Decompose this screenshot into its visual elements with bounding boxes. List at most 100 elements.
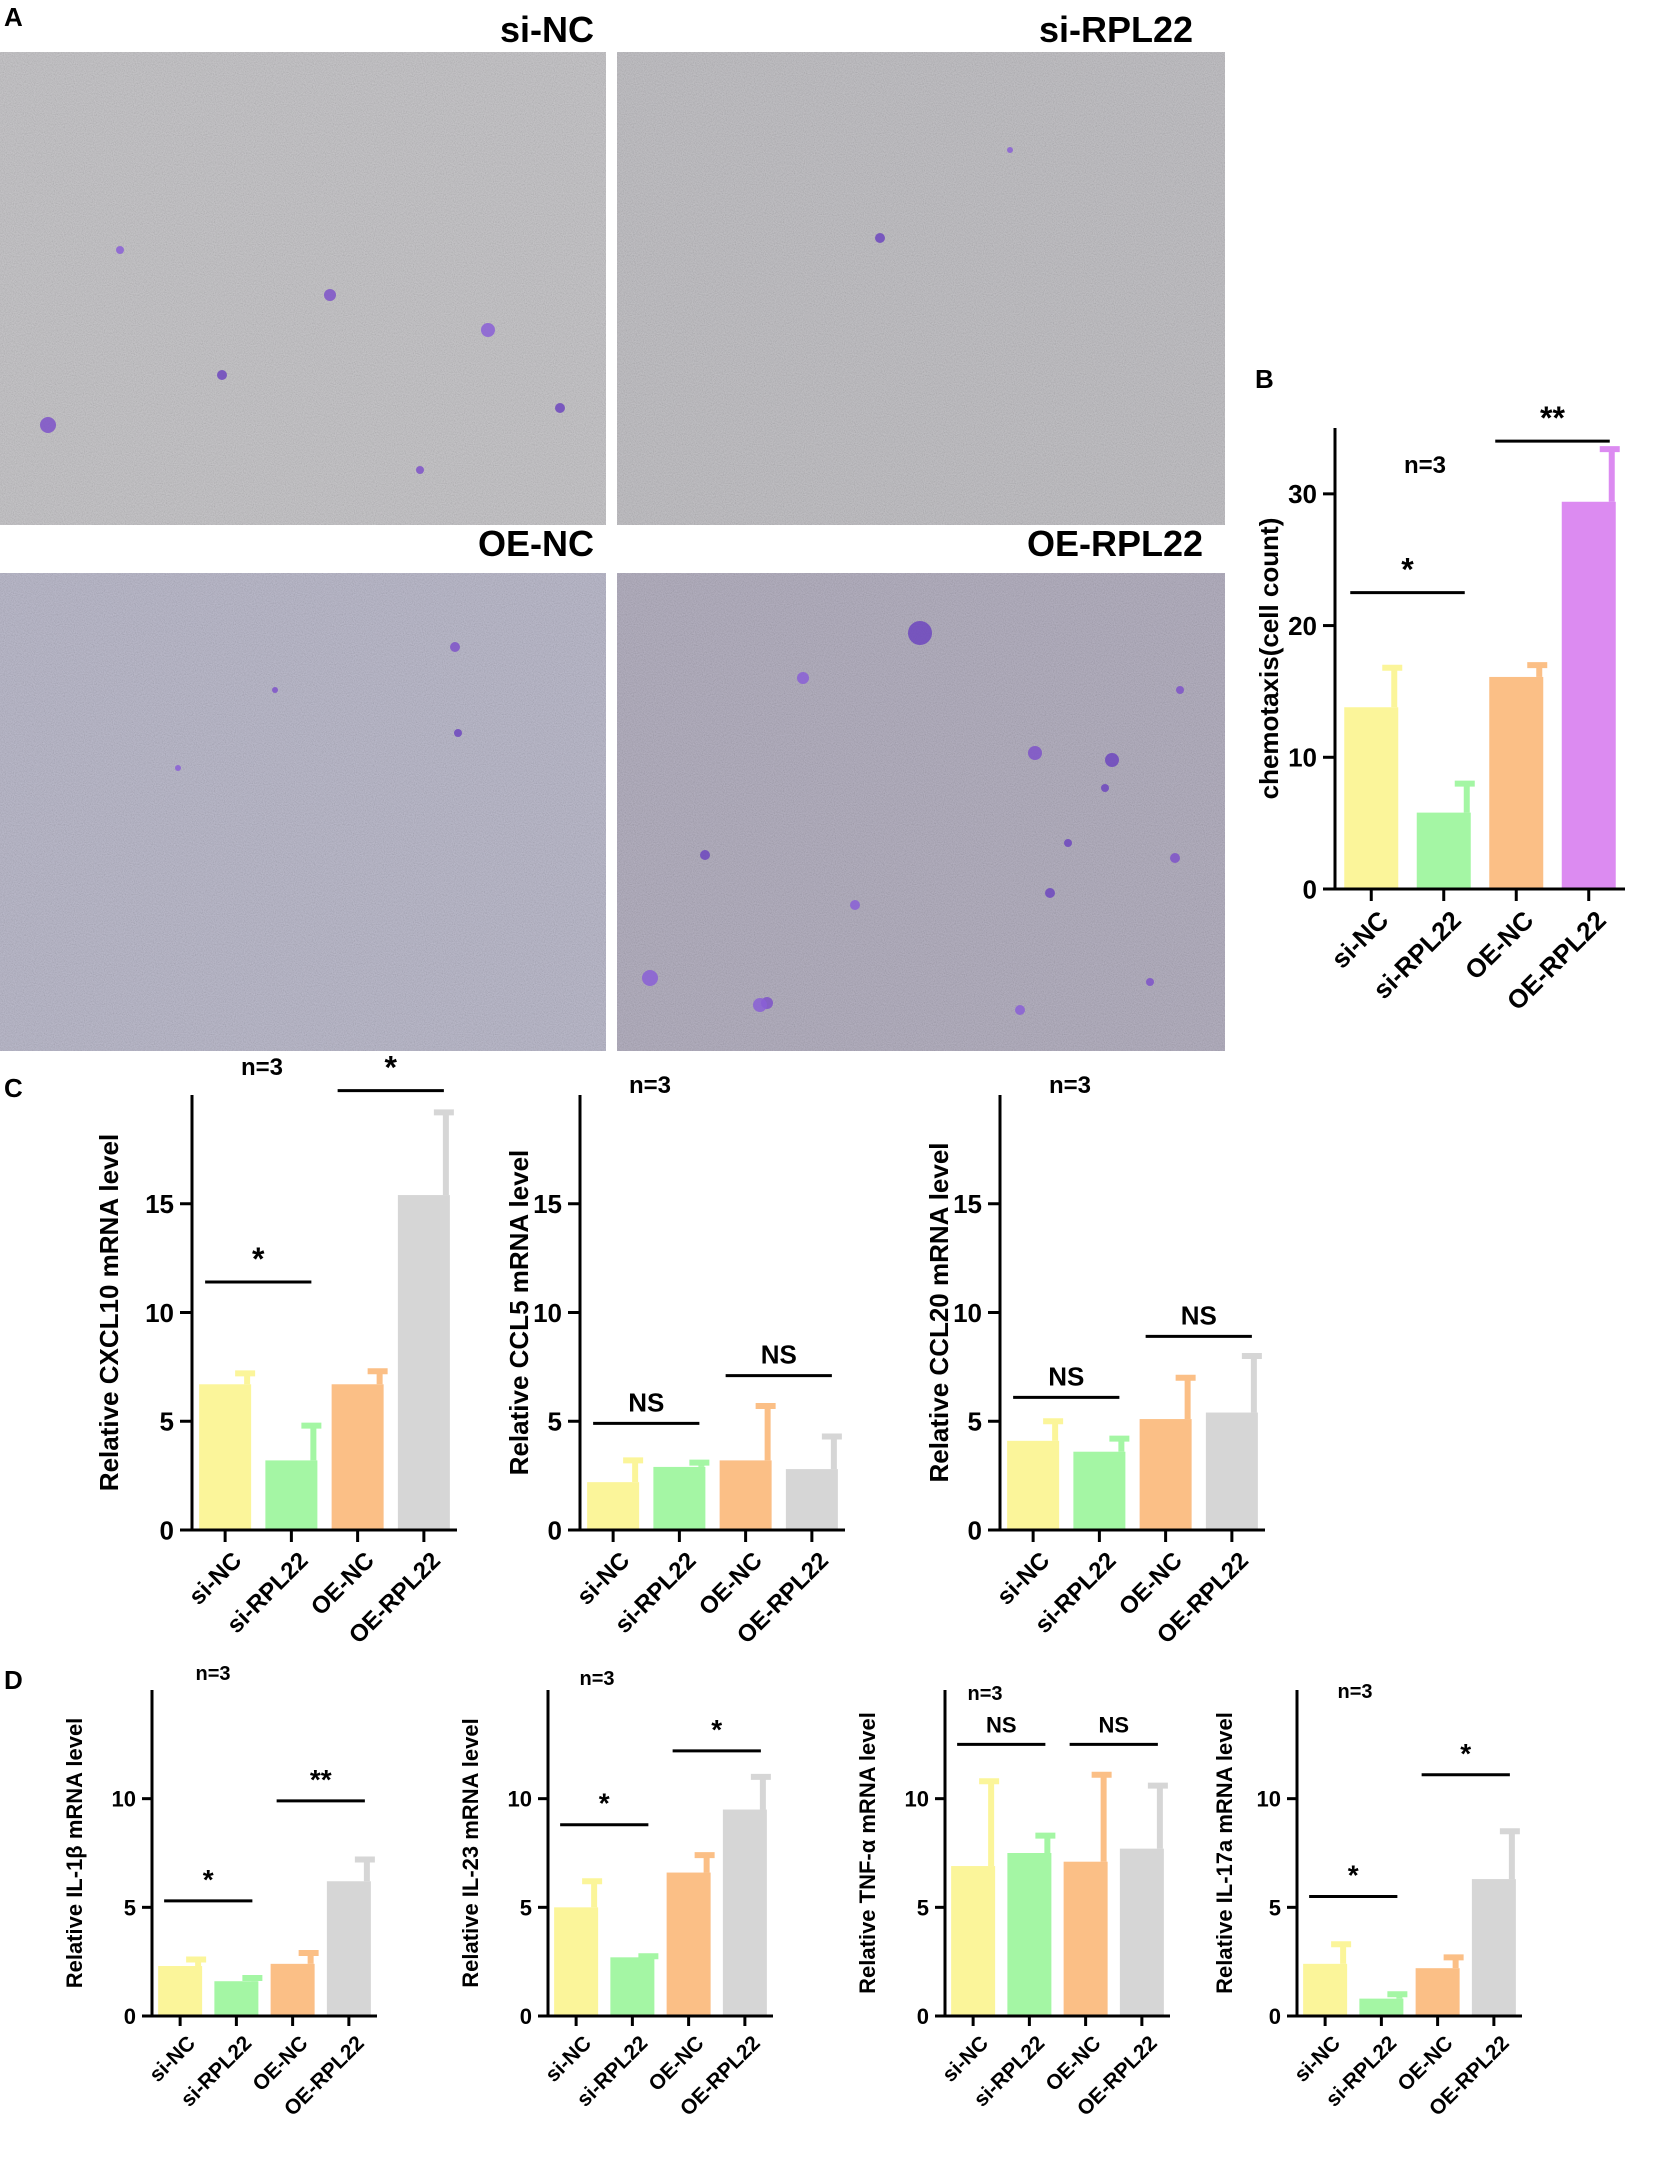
chart-ccl5: 051015si-NCsi-RPL22OE-NCOE-RPL22Relative… bbox=[504, 1072, 845, 1649]
bar-si-nc bbox=[951, 1866, 996, 2016]
stained-cell bbox=[175, 765, 181, 771]
significance-label: NS bbox=[1181, 1300, 1217, 1330]
stained-cell bbox=[1146, 978, 1154, 986]
stained-cell bbox=[908, 621, 932, 645]
stained-cell bbox=[1015, 1005, 1025, 1015]
bar-oe-rpl22 bbox=[722, 1809, 767, 2016]
significance-label: ** bbox=[1540, 400, 1565, 436]
micrograph-label: OE-NC bbox=[478, 523, 594, 564]
micrograph-label: si-NC bbox=[500, 9, 594, 50]
micrograph-image bbox=[0, 573, 606, 1051]
micrograph-si-rpl22: si-RPL22 bbox=[617, 9, 1225, 525]
y-tick-label: 5 bbox=[124, 1895, 136, 1920]
stained-cell bbox=[1064, 839, 1072, 847]
significance-label: * bbox=[711, 1714, 722, 1745]
chart-chemotaxis: 0102030si-NCsi-RPL22OE-NCOE-RPL22chemota… bbox=[1254, 400, 1625, 1016]
n-label: n=3 bbox=[1049, 1072, 1091, 1099]
stained-cell bbox=[1028, 746, 1042, 760]
y-axis-label: Relative IL-23 mRNA level bbox=[458, 1718, 483, 1987]
y-axis-label: Relative TNF-α mRNA level bbox=[855, 1712, 880, 1994]
y-tick-label: 20 bbox=[1288, 611, 1317, 641]
category-label: si-NC bbox=[572, 1547, 635, 1610]
y-tick-label: 0 bbox=[160, 1515, 174, 1545]
stained-cell bbox=[1176, 686, 1184, 694]
n-label: n=3 bbox=[241, 1054, 283, 1081]
y-tick-label: 0 bbox=[124, 2004, 136, 2029]
stained-cell bbox=[1105, 753, 1119, 767]
category-label: si-NC bbox=[1290, 2032, 1345, 2087]
significance-label: NS bbox=[761, 1340, 797, 1370]
y-tick-label: 15 bbox=[533, 1189, 562, 1219]
stained-cell bbox=[217, 370, 227, 380]
panel-label-c: C bbox=[4, 1073, 23, 1103]
stained-cell bbox=[1045, 888, 1055, 898]
micrograph-label: si-RPL22 bbox=[1039, 9, 1193, 50]
stained-cell bbox=[272, 687, 278, 693]
bar-si-rpl22 bbox=[214, 1981, 259, 2016]
stained-cell bbox=[753, 998, 767, 1012]
stained-cell bbox=[797, 672, 809, 684]
panel-label-d: D bbox=[4, 1665, 23, 1695]
micrograph-si-nc: si-NC bbox=[0, 9, 606, 525]
micrograph-label: OE-RPL22 bbox=[1027, 523, 1203, 564]
significance-label: * bbox=[252, 1241, 265, 1277]
micrograph-oe-rpl22: OE-RPL22 bbox=[617, 523, 1225, 1051]
y-tick-label: 15 bbox=[145, 1189, 174, 1219]
y-axis-label: Relative CCL20 mRNA level bbox=[924, 1142, 954, 1482]
bar-oe-rpl22 bbox=[397, 1195, 450, 1530]
y-tick-label: 10 bbox=[1288, 743, 1317, 773]
y-tick-label: 0 bbox=[968, 1515, 982, 1545]
stained-cell bbox=[1007, 147, 1013, 153]
y-axis-label: Relative CCL5 mRNA level bbox=[504, 1150, 534, 1476]
bar-oe-nc bbox=[1063, 1861, 1108, 2016]
bar-si-nc bbox=[1007, 1440, 1060, 1530]
chart-ccl20: 051015si-NCsi-RPL22OE-NCOE-RPL22Relative… bbox=[924, 1072, 1265, 1649]
significance-label: * bbox=[203, 1864, 214, 1895]
n-label: n=3 bbox=[1404, 452, 1446, 479]
y-tick-label: 30 bbox=[1288, 479, 1317, 509]
y-tick-label: 10 bbox=[508, 1787, 532, 1812]
bar-oe-rpl22 bbox=[1561, 501, 1616, 889]
bar-oe-nc bbox=[1139, 1419, 1192, 1530]
stained-cell bbox=[481, 323, 495, 337]
y-tick-label: 10 bbox=[1257, 1787, 1281, 1812]
y-tick-label: 10 bbox=[953, 1298, 982, 1328]
bar-oe-nc bbox=[331, 1384, 384, 1530]
y-tick-label: 10 bbox=[145, 1298, 174, 1328]
category-label: si-NC bbox=[145, 2032, 200, 2087]
bar-oe-rpl22 bbox=[1471, 1879, 1516, 2016]
y-tick-label: 5 bbox=[548, 1407, 562, 1437]
n-label: n=3 bbox=[195, 1663, 230, 1685]
bar-si-rpl22 bbox=[1359, 1998, 1404, 2016]
significance-label: ** bbox=[310, 1764, 332, 1795]
bar-si-rpl22 bbox=[653, 1466, 706, 1530]
significance-label: NS bbox=[628, 1387, 664, 1417]
stained-cell bbox=[642, 970, 658, 986]
significance-label: * bbox=[599, 1788, 610, 1819]
category-label: si-NC bbox=[992, 1547, 1055, 1610]
panel-label-a: A bbox=[4, 2, 23, 32]
y-tick-label: 10 bbox=[533, 1298, 562, 1328]
micrograph-image bbox=[617, 573, 1225, 1051]
y-tick-label: 0 bbox=[1269, 2004, 1281, 2029]
stained-cell bbox=[1170, 853, 1180, 863]
stained-cell bbox=[875, 233, 885, 243]
stained-cell bbox=[116, 246, 124, 254]
bar-oe-rpl22 bbox=[326, 1881, 371, 2016]
bar-oe-nc bbox=[719, 1460, 772, 1530]
category-label: si-NC bbox=[541, 2032, 596, 2087]
y-tick-label: 5 bbox=[160, 1407, 174, 1437]
bar-oe-rpl22 bbox=[785, 1469, 838, 1530]
stained-cell bbox=[454, 729, 462, 737]
bar-oe-nc bbox=[270, 1963, 315, 2016]
y-tick-label: 10 bbox=[905, 1787, 929, 1812]
bar-si-rpl22 bbox=[265, 1460, 318, 1530]
stained-cell bbox=[700, 850, 710, 860]
significance-label: NS bbox=[1098, 1712, 1129, 1737]
n-label: n=3 bbox=[629, 1072, 671, 1099]
y-tick-label: 5 bbox=[917, 1895, 929, 1920]
